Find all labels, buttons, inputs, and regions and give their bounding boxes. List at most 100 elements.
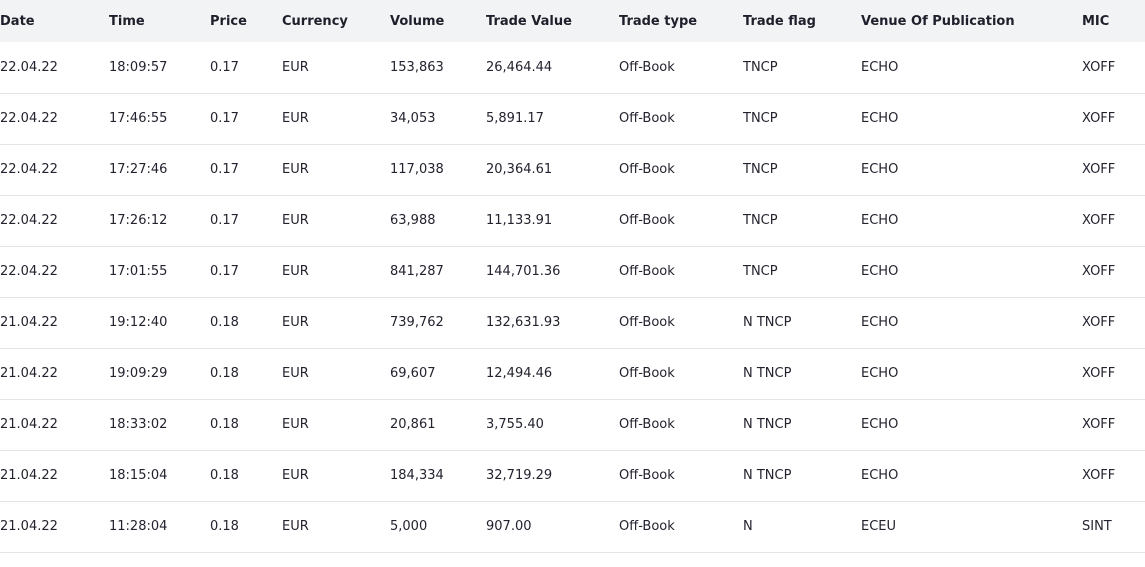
- volume-cell: 69,607: [390, 366, 436, 381]
- table-row: 22.04.22 17:26:12 0.17 EUR 63,988 11,133.91 Of…: [0, 195, 1145, 246]
- column-header-trade-value[interactable]: Trade Value: [486, 13, 572, 29]
- trade-value-cell: 907.00: [486, 519, 532, 534]
- venue-cell: ECHO: [861, 162, 899, 177]
- trade-flag-cell: TNCP: [743, 59, 778, 75]
- column-header-trade-flag[interactable]: Trade flag: [743, 13, 816, 29]
- venue-cell: ECHO: [861, 213, 899, 228]
- price-cell: 0.18: [210, 417, 239, 432]
- trade-flag-cell: N TNCP: [743, 366, 792, 381]
- venue-cell: ECHO: [861, 315, 899, 330]
- trade-value-cell: 32,719.29: [486, 468, 553, 483]
- column-header-date[interactable]: Date: [0, 13, 35, 29]
- header-row: Date Time Price Currency Volume Trade Va…: [0, 0, 1145, 42]
- table-body: 22.04.22 18:09:57 0.17 EUR 153,863 26,464.44 O…: [0, 42, 1145, 552]
- mic-cell: SINT: [1082, 519, 1112, 534]
- venue-cell: ECHO: [861, 59, 899, 75]
- trade-type-cell: Off-Book: [619, 417, 675, 432]
- column-header-mic[interactable]: MIC: [1082, 13, 1110, 29]
- venue-cell: ECHO: [861, 366, 899, 381]
- trade-value-cell: 132,631.93: [486, 315, 561, 330]
- volume-cell: 739,762: [390, 315, 444, 330]
- trade-flag-cell: N TNCP: [743, 468, 792, 483]
- venue-cell: ECHO: [861, 264, 899, 279]
- price-cell: 0.17: [210, 162, 239, 177]
- trades-table: Date Time Price Currency Volume Trade Va…: [0, 0, 1145, 552]
- table-row: 21.04.22 11:28:04 0.18 EUR 5,000 907.00 Off-Bo…: [0, 501, 1145, 552]
- currency-cell: EUR: [282, 59, 309, 75]
- price-cell: 0.17: [210, 213, 239, 228]
- price-cell: 0.17: [210, 264, 239, 279]
- volume-cell: 184,334: [390, 468, 444, 483]
- time-cell: 19:09:29: [109, 366, 168, 381]
- trade-value-cell: 12,494.46: [486, 366, 553, 381]
- mic-cell: XOFF: [1082, 417, 1116, 432]
- trade-flag-cell: N TNCP: [743, 315, 792, 330]
- date-cell: 22.04.22: [0, 162, 58, 177]
- price-cell: 0.18: [210, 519, 239, 534]
- date-cell: 21.04.22: [0, 417, 58, 432]
- volume-cell: 5,000: [390, 519, 428, 534]
- date-cell: 22.04.22: [0, 59, 58, 75]
- trade-type-cell: Off-Book: [619, 59, 675, 75]
- mic-cell: XOFF: [1082, 366, 1116, 381]
- trade-type-cell: Off-Book: [619, 366, 675, 381]
- currency-cell: EUR: [282, 162, 309, 177]
- trade-flag-cell: TNCP: [743, 111, 778, 126]
- mic-cell: XOFF: [1082, 315, 1116, 330]
- table-row: 22.04.22 17:01:55 0.17 EUR 841,287 144,701.36…: [0, 246, 1145, 297]
- venue-cell: ECHO: [861, 111, 899, 126]
- volume-cell: 153,863: [390, 59, 444, 75]
- column-header-trade-type[interactable]: Trade type: [619, 13, 698, 29]
- time-cell: 17:26:12: [109, 213, 168, 228]
- mic-cell: XOFF: [1082, 59, 1116, 75]
- price-cell: 0.18: [210, 315, 239, 330]
- time-cell: 18:33:02: [109, 417, 168, 432]
- price-cell: 0.17: [210, 111, 239, 126]
- mic-cell: XOFF: [1082, 162, 1116, 177]
- trade-type-cell: Off-Book: [619, 111, 675, 126]
- date-cell: 22.04.22: [0, 213, 58, 228]
- trade-type-cell: Off-Book: [619, 162, 675, 177]
- table-row: 22.04.22 17:46:55 0.17 EUR 34,053 5,891.17 Off…: [0, 93, 1145, 144]
- table-row: 22.04.22 18:09:57 0.17 EUR 153,863 26,464.44 O…: [0, 42, 1145, 93]
- trade-type-cell: Off-Book: [619, 315, 675, 330]
- trade-type-cell: Off-Book: [619, 264, 675, 279]
- trade-flag-cell: N: [743, 519, 753, 534]
- price-cell: 0.18: [210, 366, 239, 381]
- currency-cell: EUR: [282, 315, 309, 330]
- column-header-currency[interactable]: Currency: [282, 13, 348, 29]
- table-row: 21.04.22 19:12:40 0.18 EUR 739,762 132,631.93…: [0, 297, 1145, 348]
- table-row: 21.04.22 18:15:04 0.18 EUR 184,334 32,719.29 O…: [0, 450, 1145, 501]
- date-cell: 21.04.22: [0, 468, 58, 483]
- trade-flag-cell: TNCP: [743, 264, 778, 279]
- time-cell: 17:46:55: [109, 111, 168, 126]
- volume-cell: 841,287: [390, 264, 444, 279]
- trade-type-cell: Off-Book: [619, 519, 675, 534]
- column-header-price[interactable]: Price: [210, 13, 247, 29]
- mic-cell: XOFF: [1082, 213, 1116, 228]
- venue-cell: ECHO: [861, 468, 899, 483]
- trade-value-cell: 26,464.44: [486, 59, 553, 75]
- mic-cell: XOFF: [1082, 111, 1116, 126]
- time-cell: 17:01:55: [109, 264, 168, 279]
- trade-flag-cell: N TNCP: [743, 417, 792, 432]
- column-header-time[interactable]: Time: [109, 13, 145, 29]
- trade-flag-cell: TNCP: [743, 213, 778, 228]
- date-cell: 22.04.22: [0, 264, 58, 279]
- time-cell: 11:28:04: [109, 519, 168, 534]
- table-header: Date Time Price Currency Volume Trade Va…: [0, 0, 1145, 42]
- time-cell: 18:15:04: [109, 468, 168, 483]
- trade-value-cell: 11,133.91: [486, 213, 553, 228]
- venue-cell: ECHO: [861, 417, 899, 432]
- column-header-venue[interactable]: Venue Of Publication: [861, 13, 1015, 29]
- date-cell: 21.04.22: [0, 315, 58, 330]
- trade-type-cell: Off-Book: [619, 213, 675, 228]
- price-cell: 0.18: [210, 468, 239, 483]
- column-header-volume[interactable]: Volume: [390, 13, 445, 29]
- currency-cell: EUR: [282, 264, 309, 279]
- currency-cell: EUR: [282, 111, 309, 126]
- volume-cell: 20,861: [390, 417, 436, 432]
- currency-cell: EUR: [282, 519, 309, 534]
- trade-value-cell: 144,701.36: [486, 264, 561, 279]
- volume-cell: 117,038: [390, 162, 444, 177]
